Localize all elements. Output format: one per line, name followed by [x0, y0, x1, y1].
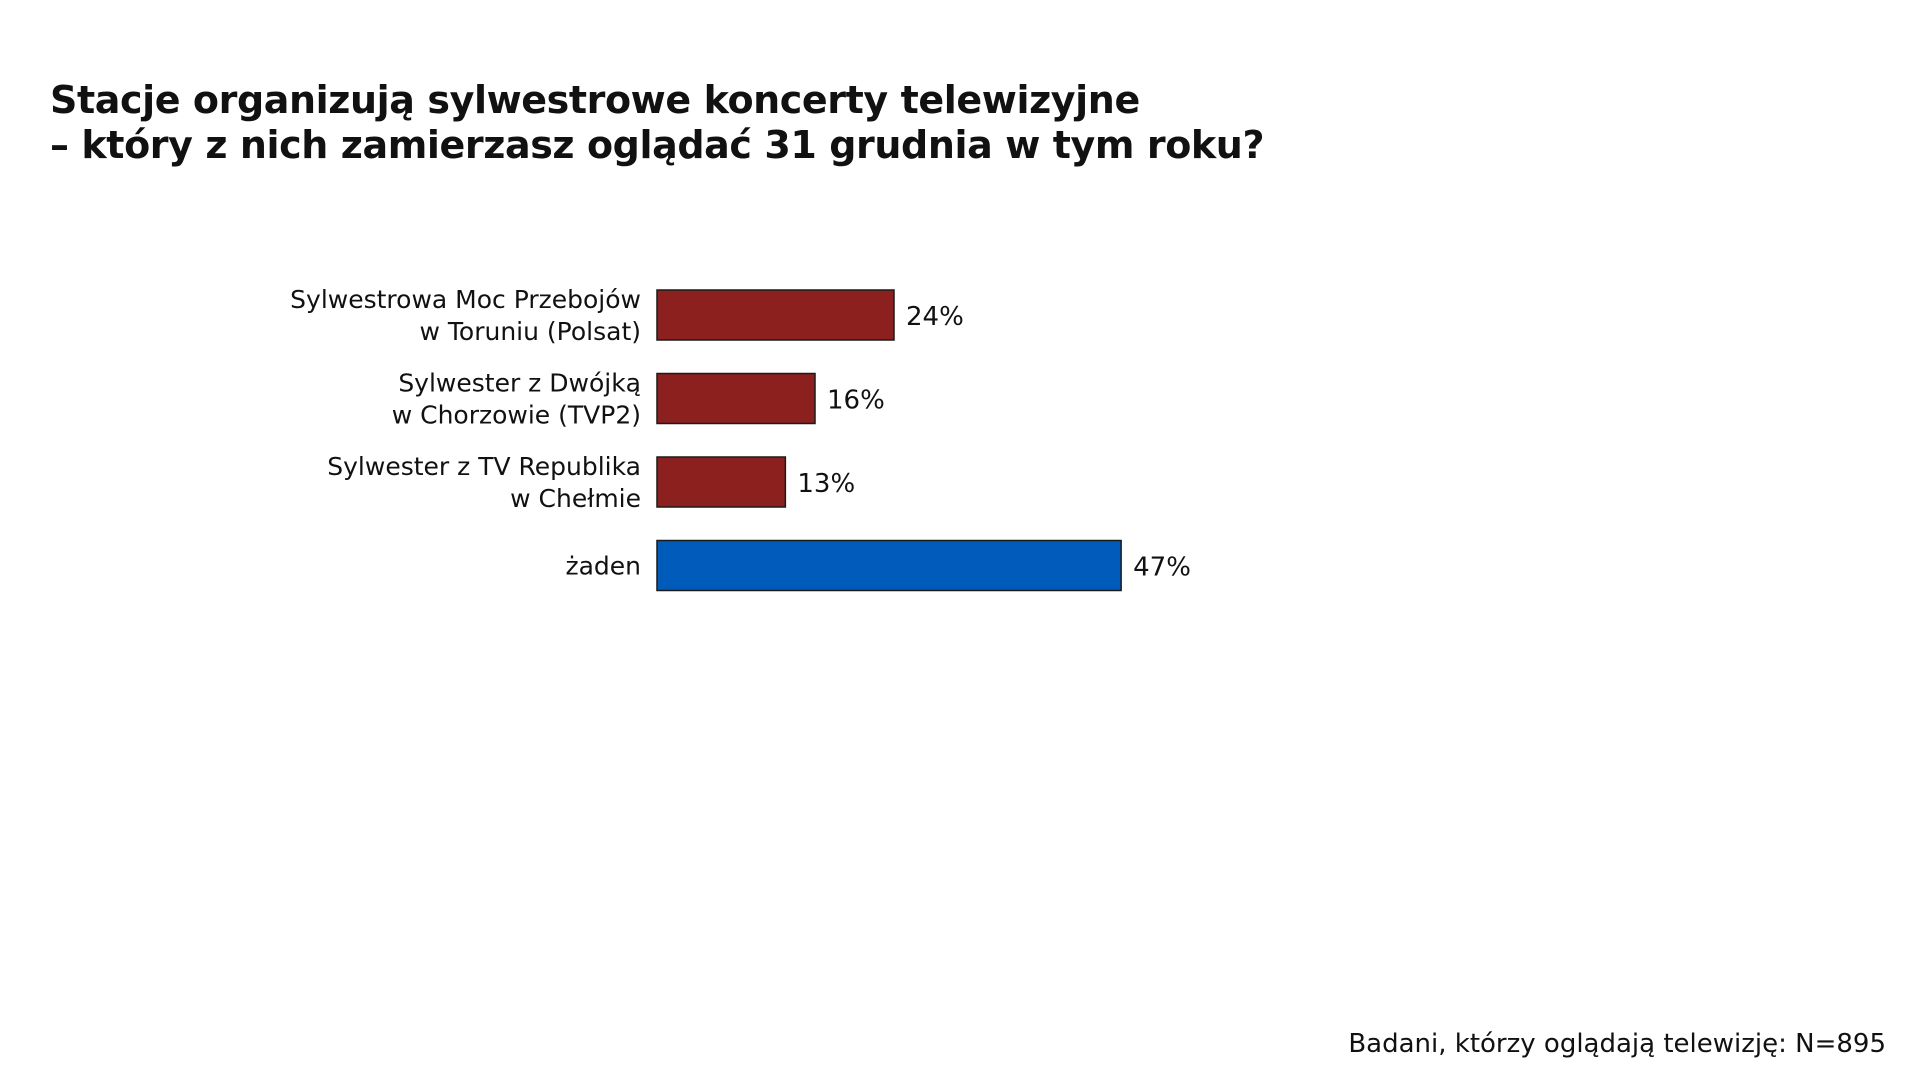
bar-value-label-1: 16% [827, 386, 885, 416]
sample-size-footnote: Badani, którzy oglądają telewizję: N=895 [1348, 1029, 1886, 1059]
chart-title-line-1: Stacje organizują sylwestrowe koncerty t… [50, 78, 1140, 122]
bar-2 [656, 456, 787, 508]
category-label-0-line-0: Sylwestrowa Moc Przebojów [290, 285, 641, 314]
category-label-3-line-0: żaden [565, 552, 641, 581]
bar-value-label-0: 24% [906, 302, 964, 332]
category-label-2-line-0: Sylwester z TV Republika [327, 452, 641, 481]
category-label-2-line-1: w Chełmie [510, 484, 641, 513]
category-label-0-line-1: w Toruniu (Polsat) [420, 317, 642, 346]
bar-3 [656, 539, 1122, 592]
bar-value-label-2: 13% [797, 469, 855, 499]
bar-value-label-3: 47% [1133, 553, 1191, 583]
chart-title: Stacje organizują sylwestrowe koncerty t… [50, 78, 1550, 168]
bar-0 [656, 289, 895, 341]
category-label-1-line-0: Sylwester z Dwójką [398, 369, 641, 398]
bar-1 [656, 372, 816, 425]
category-label-1-line-1: w Chorzowie (TVP2) [392, 401, 641, 430]
chart-title-line-2: – który z nich zamierzasz oglądać 31 gru… [50, 123, 1265, 167]
